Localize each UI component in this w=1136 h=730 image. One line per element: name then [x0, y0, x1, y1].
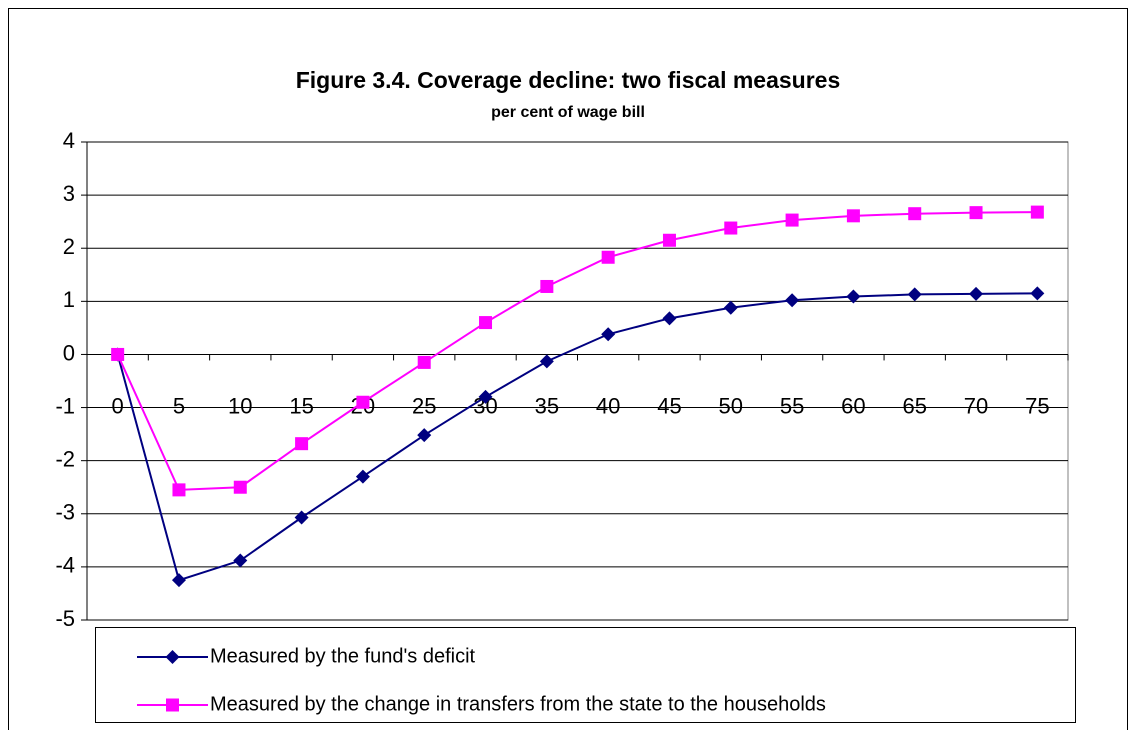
- marker: [539, 354, 554, 369]
- y-tick-label: 0: [63, 340, 75, 365]
- marker: [969, 286, 984, 301]
- marker: [355, 469, 370, 484]
- marker: [166, 698, 179, 712]
- marker: [724, 221, 738, 235]
- x-tick-label: 65: [902, 393, 926, 418]
- legend-label: Measured by the fund's deficit: [210, 645, 476, 667]
- marker: [294, 510, 309, 525]
- marker: [723, 300, 738, 315]
- marker: [785, 213, 799, 227]
- marker: [111, 347, 125, 361]
- x-tick-label: 35: [535, 393, 559, 418]
- marker: [417, 355, 431, 369]
- marker: [356, 395, 370, 409]
- x-tick-label: 45: [657, 393, 681, 418]
- x-tick-label: 0: [112, 393, 124, 418]
- legend-label: Measured by the change in transfers from…: [210, 693, 826, 715]
- marker: [662, 311, 677, 326]
- marker: [846, 209, 860, 223]
- x-tick-label: 10: [228, 393, 252, 418]
- marker: [907, 287, 922, 302]
- x-tick-label: 5: [173, 393, 185, 418]
- marker: [479, 316, 493, 330]
- y-tick-label: -2: [55, 446, 75, 471]
- marker: [662, 233, 676, 247]
- marker: [478, 389, 493, 404]
- legend-box: [95, 627, 1076, 723]
- x-tick-label: 75: [1025, 393, 1049, 418]
- marker: [171, 573, 186, 588]
- series-line: [116, 292, 1038, 582]
- x-tick-label: 70: [964, 393, 988, 418]
- y-tick-label: -5: [55, 606, 75, 631]
- marker: [908, 207, 922, 221]
- x-tick-label: 25: [412, 393, 436, 418]
- marker: [172, 483, 186, 497]
- x-tick-label: 60: [841, 393, 865, 418]
- chart-subtitle: per cent of wage bill: [491, 104, 645, 121]
- marker: [846, 289, 861, 304]
- x-tick-label: 15: [289, 393, 313, 418]
- marker: [1030, 286, 1045, 301]
- marker: [969, 206, 983, 220]
- y-tick-label: 2: [63, 234, 75, 259]
- x-tick-label: 55: [780, 393, 804, 418]
- marker: [233, 553, 248, 568]
- y-tick-label: -1: [55, 393, 75, 418]
- y-tick-label: 1: [63, 287, 75, 312]
- chart-title: Figure 3.4. Coverage decline: two fiscal…: [296, 67, 841, 93]
- y-tick-label: 3: [63, 181, 75, 206]
- marker: [417, 428, 432, 443]
- marker: [540, 279, 554, 293]
- x-tick-label: 40: [596, 393, 620, 418]
- marker: [165, 650, 180, 664]
- marker: [785, 293, 800, 308]
- marker: [1030, 205, 1044, 219]
- marker: [233, 480, 247, 494]
- x-tick-label: 50: [719, 393, 743, 418]
- plot-border: [86, 141, 1069, 621]
- y-tick-label: -4: [55, 553, 75, 578]
- series-line: [116, 211, 1038, 491]
- y-tick-label: -3: [55, 500, 75, 525]
- y-tick-label: 4: [63, 128, 75, 153]
- marker: [601, 327, 616, 342]
- marker: [295, 437, 309, 451]
- marker: [601, 250, 615, 264]
